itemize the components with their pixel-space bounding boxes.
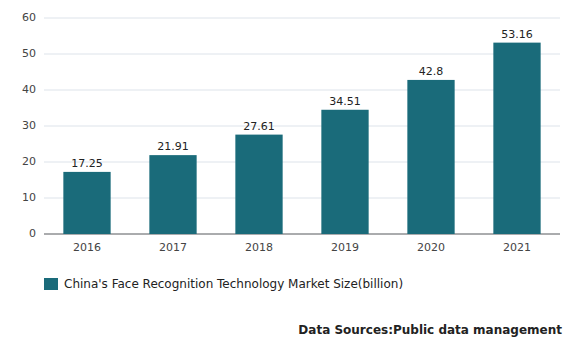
legend-swatch [44, 278, 58, 290]
grid-line [44, 126, 560, 127]
y-tick-label: 50 [22, 47, 36, 60]
bar [407, 80, 454, 234]
bar [149, 155, 196, 234]
data-label: 53.16 [501, 28, 533, 41]
bars [63, 43, 540, 234]
source-text: Data Sources:Public data management [298, 323, 562, 337]
x-tick-label: 2016 [73, 241, 101, 254]
legend-label: China's Face Recognition Technology Mark… [64, 277, 403, 291]
grid [44, 18, 560, 234]
page: {"chart_data": {"type": "bar", "categori… [0, 0, 574, 346]
data-label: 42.8 [419, 65, 444, 78]
annotations: Data Sources:Public data management [298, 323, 562, 337]
x-tick-label: 2018 [245, 241, 273, 254]
y-tick-label: 10 [22, 191, 36, 204]
grid-line [44, 234, 560, 235]
chart-container: 0 10 20 30 40 50 60 2016 2017 2018 2019 2020 2021 17.… [0, 0, 574, 346]
data-labels: 17.25 21.91 27.61 34.51 42.8 53.16 [71, 28, 533, 170]
x-tick-label: 2021 [503, 241, 531, 254]
y-tick-label: 60 [22, 11, 36, 24]
axes: 0 10 20 30 40 50 60 2016 2017 2018 2019 2020 2021 [22, 11, 560, 254]
bar [493, 43, 540, 234]
x-tick-label: 2019 [331, 241, 359, 254]
chart: 0 10 20 30 40 50 60 2016 2017 2018 2019 2020 2021 17.… [0, 0, 574, 346]
x-tick-label: 2017 [159, 241, 187, 254]
x-axis-line [44, 234, 560, 235]
grid-line [44, 90, 560, 91]
data-label: 27.61 [243, 120, 275, 133]
data-label: 34.51 [329, 95, 361, 108]
y-tick-label: 0 [29, 227, 36, 240]
bar [321, 110, 368, 234]
x-tick-label: 2020 [417, 241, 445, 254]
y-tick-label: 20 [22, 155, 36, 168]
grid-line [44, 162, 560, 163]
y-tick-label: 30 [22, 119, 36, 132]
data-label: 17.25 [71, 157, 103, 170]
bar [63, 172, 110, 234]
data-label: 21.91 [157, 140, 189, 153]
y-tick-label: 40 [22, 83, 36, 96]
legend: China's Face Recognition Technology Mark… [44, 277, 403, 291]
grid-line [44, 198, 560, 199]
grid-line [44, 54, 560, 55]
grid-line [44, 18, 560, 19]
bar [235, 135, 282, 234]
